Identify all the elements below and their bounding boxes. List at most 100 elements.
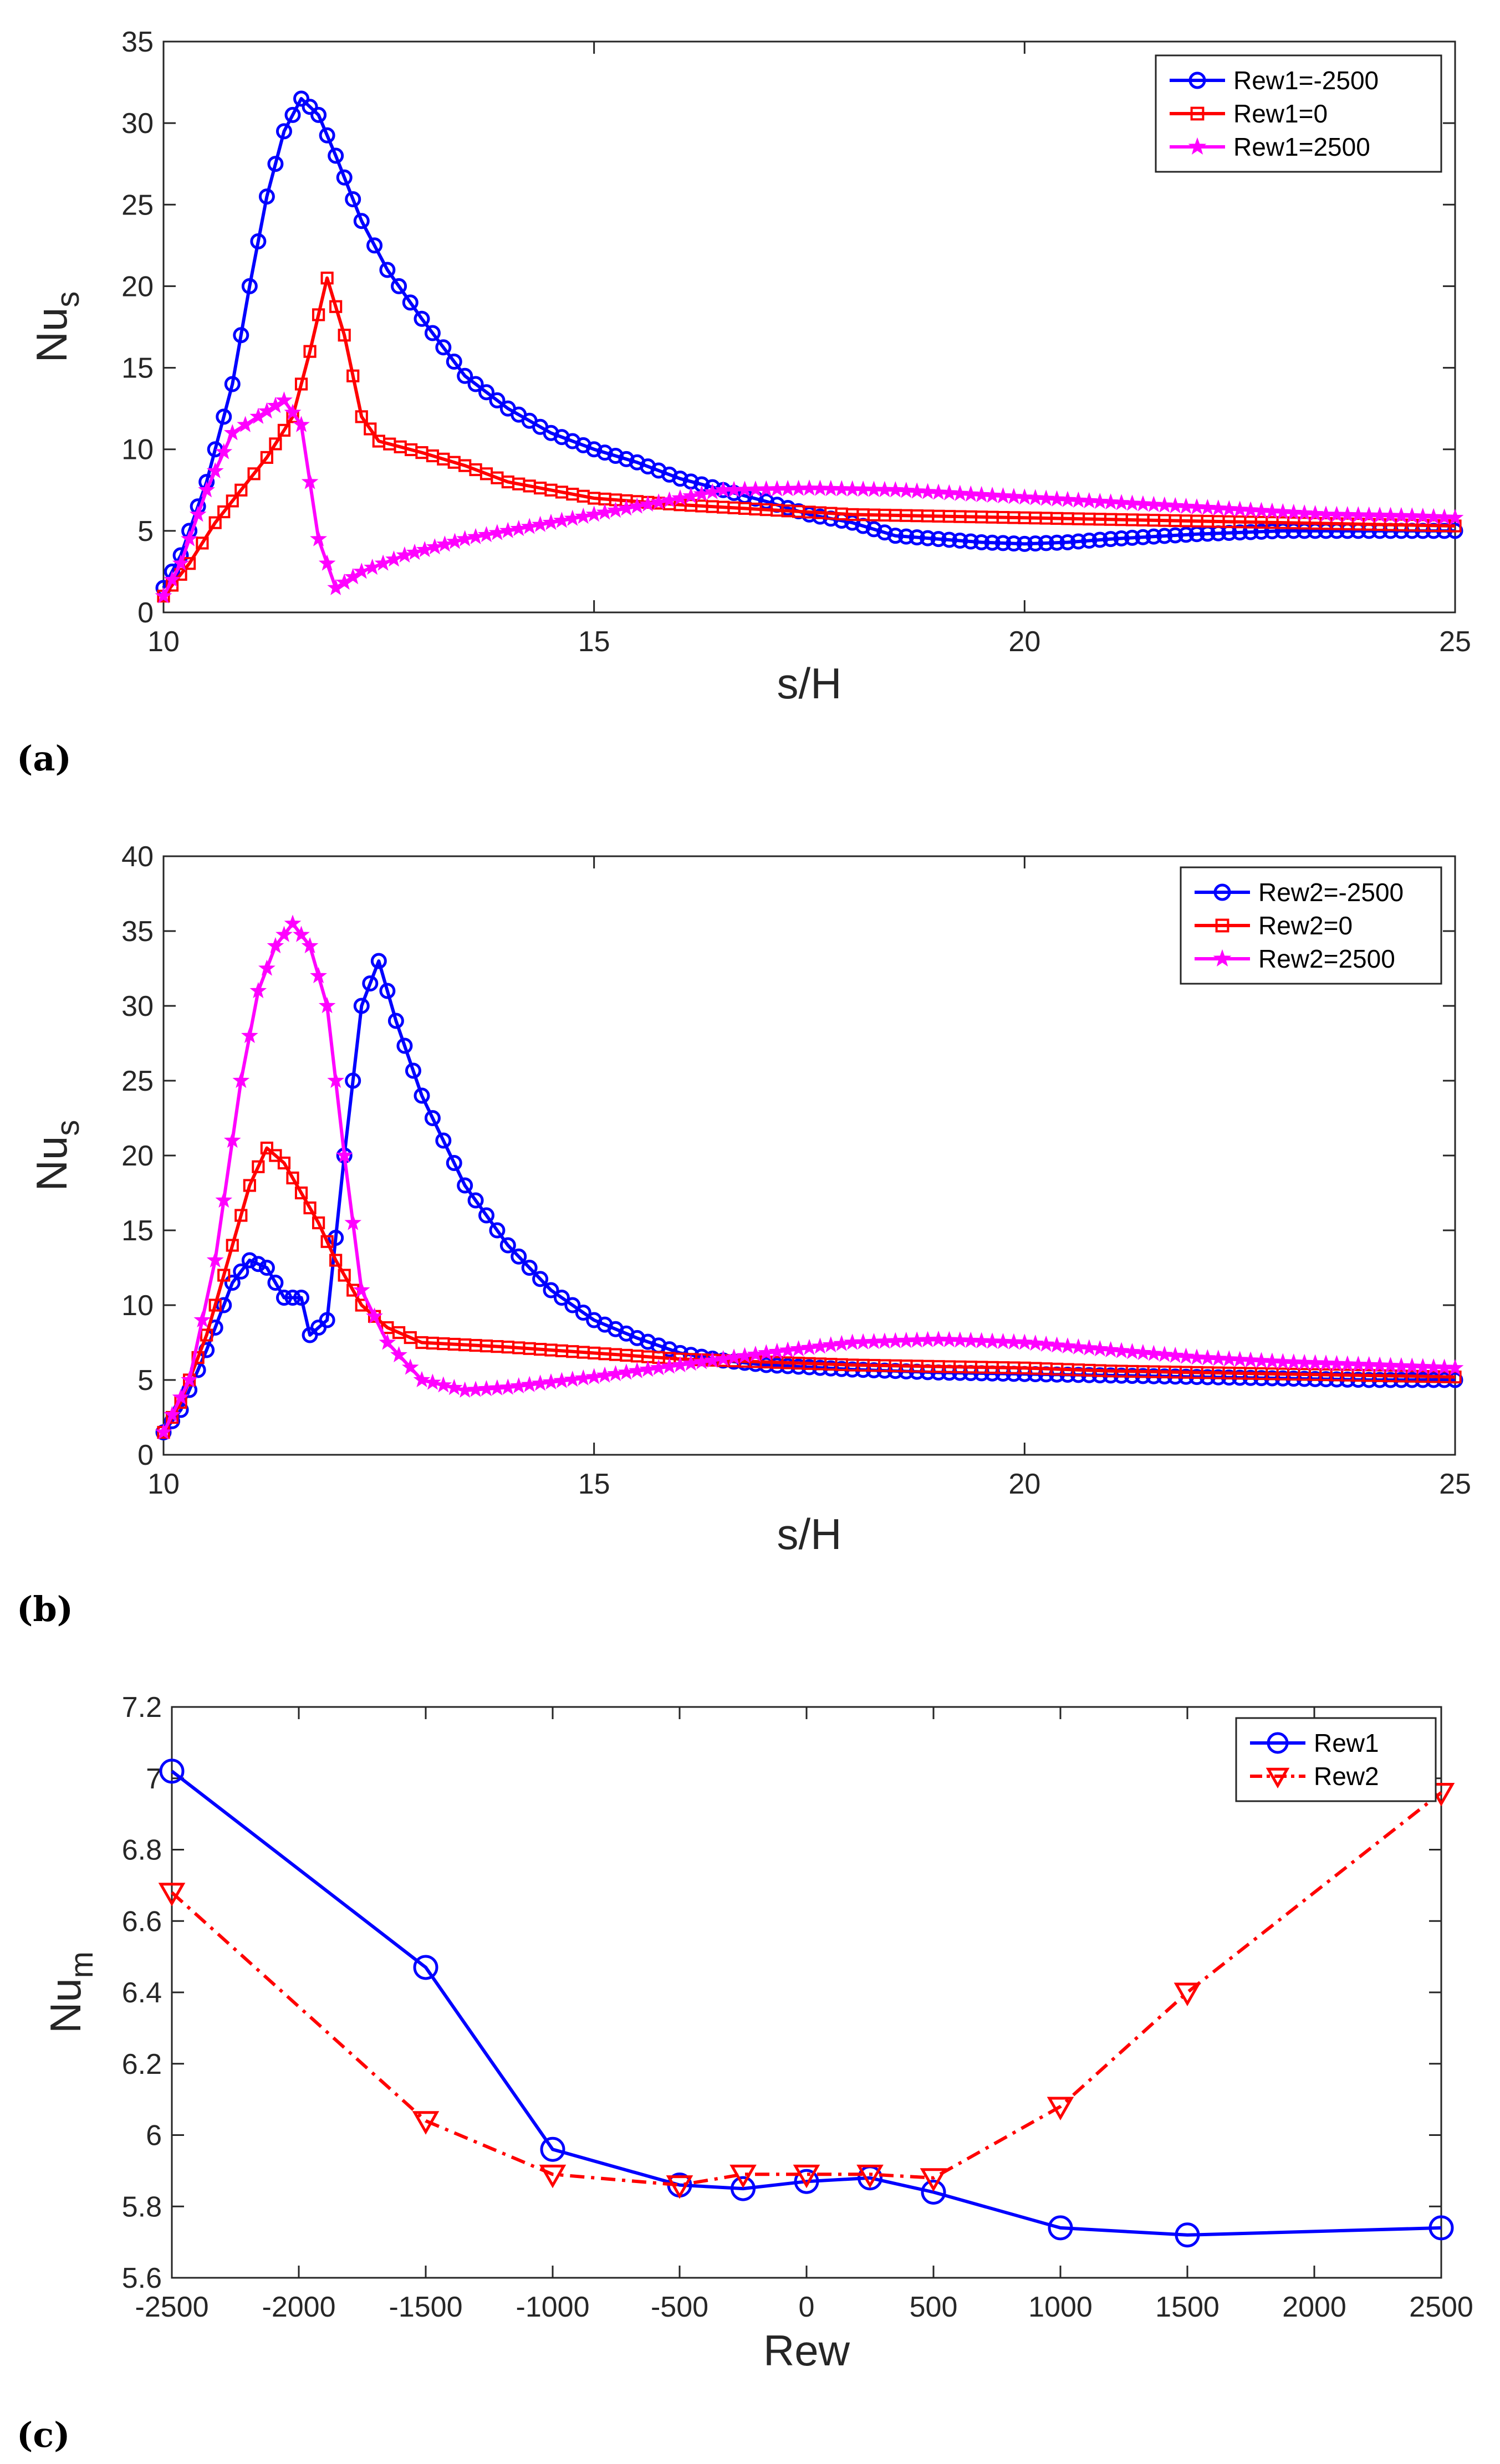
y-tick-label: 7 xyxy=(146,1763,162,1795)
data-point xyxy=(310,106,327,123)
series-line xyxy=(162,276,1456,597)
data-point xyxy=(234,483,248,497)
data-point xyxy=(1080,1339,1098,1356)
data-point xyxy=(1145,528,1162,545)
data-point xyxy=(866,521,882,538)
data-point xyxy=(193,1311,211,1328)
data-point xyxy=(973,534,990,550)
data-point xyxy=(379,1333,396,1350)
data-point xyxy=(607,501,624,518)
data-point xyxy=(1156,528,1173,544)
data-point xyxy=(790,1358,807,1375)
data-point xyxy=(887,481,904,498)
data-point xyxy=(318,996,336,1014)
y-tick-label: 7.2 xyxy=(122,1691,162,1724)
x-tick-label: 25 xyxy=(1439,626,1471,658)
data-point xyxy=(155,587,172,604)
data-point xyxy=(196,536,209,550)
data-point xyxy=(1016,1333,1033,1350)
chart-panel-a: 10 15 20 25 0 5 10 15 20 25 30 35 s/H Nus (a) Rew1=-250… xyxy=(17,26,1471,779)
data-point xyxy=(1415,1372,1431,1388)
data-point xyxy=(1091,1340,1109,1357)
data-point xyxy=(1145,495,1162,512)
x-tick-label: 25 xyxy=(1439,1468,1471,1500)
data-point xyxy=(532,1271,549,1287)
data-point xyxy=(1177,1347,1195,1364)
data-point xyxy=(414,1087,430,1104)
panel-label: (a) xyxy=(17,738,72,779)
data-point xyxy=(247,467,261,480)
legend-marker xyxy=(1266,1767,1290,1789)
series-line xyxy=(170,1791,1442,2187)
series-Rew1=2500 xyxy=(155,391,1464,604)
data-point xyxy=(1231,1351,1249,1367)
data-point xyxy=(223,424,241,441)
data-point xyxy=(294,377,308,391)
data-point xyxy=(856,2164,884,2189)
data-point xyxy=(930,483,947,500)
data-point xyxy=(1199,1349,1216,1366)
series-line xyxy=(171,1770,1442,2237)
data-point xyxy=(208,1299,222,1312)
data-point xyxy=(366,1307,383,1324)
data-point xyxy=(650,493,667,510)
data-point xyxy=(284,106,301,123)
data-point xyxy=(277,1156,291,1170)
data-point xyxy=(1070,533,1086,550)
data-point xyxy=(1393,1372,1410,1388)
data-point xyxy=(983,487,1001,503)
data-point xyxy=(586,441,603,458)
series-Rew2=0 xyxy=(157,1141,1462,1439)
data-point xyxy=(920,2168,947,2192)
data-point xyxy=(269,437,282,451)
data-point xyxy=(564,1297,581,1313)
data-point xyxy=(973,485,990,503)
data-point xyxy=(1059,534,1076,550)
data-point xyxy=(995,535,1011,551)
data-point xyxy=(293,1290,310,1306)
data-point xyxy=(327,1071,344,1088)
data-point xyxy=(1102,1341,1119,1358)
x-tick-label: -2000 xyxy=(262,2291,336,2323)
data-point xyxy=(553,512,570,528)
panel-label: (b) xyxy=(17,1589,73,1629)
data-point xyxy=(216,1297,232,1313)
data-point xyxy=(294,1186,308,1200)
data-point xyxy=(984,534,1001,551)
data-point xyxy=(671,489,689,506)
data-point xyxy=(353,998,370,1014)
data-point xyxy=(413,1955,438,1980)
data-point xyxy=(666,2175,693,2199)
data-point xyxy=(499,522,517,538)
data-point xyxy=(312,1216,325,1230)
data-point xyxy=(345,1072,361,1089)
data-point xyxy=(543,1282,559,1299)
data-point xyxy=(396,1037,413,1054)
y-tick-label: 0 xyxy=(137,1439,154,1471)
y-tick-label: 25 xyxy=(121,189,154,221)
data-point xyxy=(1210,499,1227,516)
data-point xyxy=(159,1758,185,1784)
data-point xyxy=(693,485,711,502)
legend-label: Rew2=-2500 xyxy=(1258,878,1404,907)
data-point xyxy=(1070,1338,1087,1355)
data-point xyxy=(172,1388,190,1405)
data-point xyxy=(1220,1350,1238,1367)
data-point xyxy=(457,367,473,384)
data-point xyxy=(1080,492,1098,509)
data-point xyxy=(436,535,453,552)
data-point xyxy=(301,473,319,489)
data-point xyxy=(284,403,302,420)
data-point xyxy=(391,278,407,294)
data-point xyxy=(1446,509,1464,525)
data-point xyxy=(260,1141,273,1155)
data-point xyxy=(1263,502,1281,519)
data-point xyxy=(396,546,414,563)
y-tick-label: 6 xyxy=(146,2120,162,2152)
y-axis-label: Num xyxy=(41,1951,100,2033)
data-point xyxy=(275,1290,292,1306)
data-point xyxy=(729,2164,757,2189)
data-point xyxy=(370,953,387,969)
data-point xyxy=(1113,494,1130,510)
data-point xyxy=(405,1062,421,1079)
